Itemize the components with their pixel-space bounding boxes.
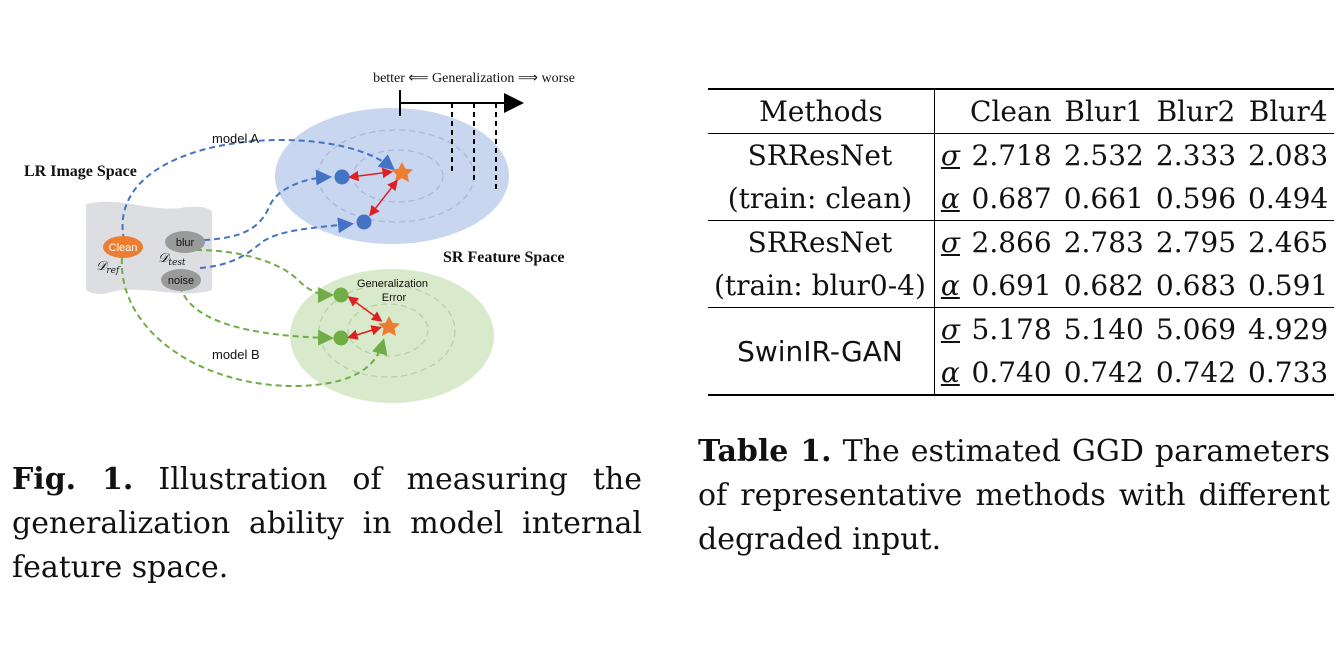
method-name: SRResNet	[708, 133, 935, 177]
method-training: (train: clean)	[708, 177, 935, 221]
sigma-symbol: σ	[940, 313, 961, 346]
table-cell: 2.333	[1155, 139, 1237, 172]
blue-feature-point	[356, 214, 372, 230]
table-row: α 0.740 0.742 0.742 0.733	[708, 351, 1335, 395]
table-cell: 0.661	[1063, 182, 1144, 215]
table-cell: 0.742	[1155, 356, 1237, 389]
generalization-axis-label: better ⟸ Generalization ⟹ worse	[373, 71, 575, 86]
clean-node-label: Clean	[109, 242, 138, 254]
table-row: SwinIR-GAN σ 5.178 5.140 5.069 4.929	[708, 307, 1335, 395]
clean-node	[103, 236, 143, 258]
sigma-symbol: σ	[940, 139, 961, 172]
table-cell: 2.866	[971, 226, 1052, 259]
table-cell: 2.532	[1063, 139, 1144, 172]
table-cell: 0.687	[971, 182, 1052, 215]
table-row: (train: blur0-4) α 0.691 0.682 0.683 0.5…	[708, 264, 1334, 308]
figure-caption-text: Illustration of measuring the generaliza…	[12, 462, 642, 585]
table-cell: 2.718	[971, 139, 1052, 172]
generalization-error-label: Generalization Error	[357, 278, 431, 304]
table-cell: 2.465	[1248, 226, 1329, 259]
model-b-label: model B	[212, 347, 260, 362]
green-feature-point	[333, 287, 349, 303]
lr-image-space-label: LR Image Space	[24, 163, 137, 180]
blur-node	[165, 231, 205, 253]
table-cell: 2.783	[1063, 226, 1144, 259]
header-blur1: Blur1	[1064, 95, 1144, 128]
table-cell: 0.596	[1155, 182, 1237, 215]
figure-caption: Fig. 1. Illustration of measuring the ge…	[12, 458, 642, 590]
header-blur2: Blur2	[1156, 95, 1236, 128]
table-caption: Table 1. The estimated GGD parameters of…	[698, 430, 1330, 562]
table-cell: 0.682	[1063, 269, 1144, 302]
model-a-label: model A	[212, 131, 259, 146]
table-cell: 0.742	[1063, 356, 1144, 389]
generalization-axis	[399, 90, 524, 190]
table-cell: 0.691	[971, 269, 1052, 302]
table-cell: 0.591	[1248, 269, 1329, 302]
figure-caption-label: Fig. 1.	[12, 462, 134, 497]
table-cell: 5.140	[1063, 313, 1144, 346]
table-row: SRResNet σ 2.866 2.783 2.795 2.465	[708, 220, 1335, 264]
d-ref-label: 𝒟ref	[96, 259, 121, 276]
method-name: SRResNet	[708, 220, 935, 264]
table-cell: 2.083	[1248, 139, 1329, 172]
noise-node	[161, 269, 201, 291]
method-name: SwinIR-GAN	[708, 307, 935, 395]
alpha-symbol: α	[940, 356, 960, 389]
header-blur4: Blur4	[1248, 95, 1328, 128]
method-training: (train: blur0-4)	[708, 264, 935, 308]
table-cell: 5.069	[1155, 313, 1237, 346]
table-cell: 4.929	[1248, 313, 1329, 346]
table-cell: 0.683	[1155, 269, 1237, 302]
target-star-icon	[378, 316, 400, 336]
table-cell: 2.795	[1155, 226, 1237, 259]
table-cell: 0.494	[1248, 182, 1329, 215]
header-clean: Clean	[970, 95, 1052, 128]
d-test-label: 𝒟test	[158, 251, 186, 268]
alpha-symbol: α	[940, 182, 960, 215]
table-cell: 0.740	[971, 356, 1052, 389]
blur-node-label: blur	[176, 237, 195, 249]
table-cell: 5.178	[971, 313, 1052, 346]
alpha-symbol: α	[940, 269, 960, 302]
blue-feature-point	[334, 169, 350, 185]
header-methods: Methods	[708, 89, 935, 134]
table-row: (train: clean) α 0.687 0.661 0.596 0.494	[708, 177, 1334, 221]
table-cell: 0.733	[1248, 356, 1329, 389]
table-header-row: Methods Clean Blur1 Blur2 Blur4	[708, 89, 1335, 134]
table-row: SRResNet σ 2.718 2.532 2.333 2.083	[708, 133, 1335, 177]
green-feature-point	[333, 330, 349, 346]
sigma-symbol: σ	[940, 226, 961, 259]
table-caption-label: Table 1.	[698, 434, 832, 469]
generalization-figure: better ⟸ Generalization ⟹ worse LR Image…	[24, 71, 575, 403]
sr-feature-space-label: SR Feature Space	[443, 249, 564, 266]
target-star-icon	[391, 162, 413, 182]
table-caption-text: The estimated GGD parameters of represen…	[698, 434, 1330, 557]
noise-node-label: noise	[168, 275, 194, 287]
ggd-table: Methods Clean Blur1 Blur2 Blur4 SRResNet…	[708, 88, 1335, 396]
